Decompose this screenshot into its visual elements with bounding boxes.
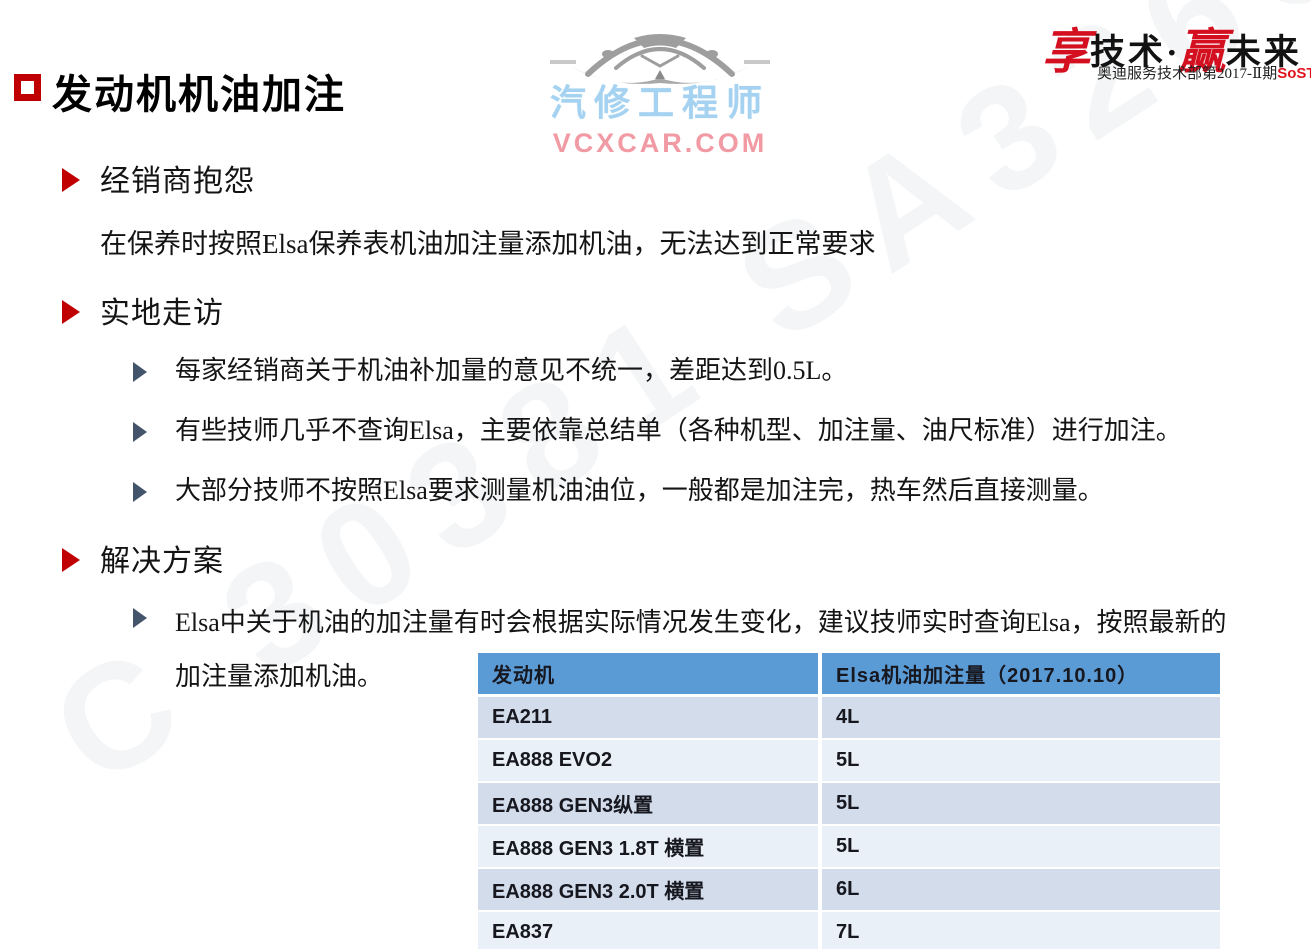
table-header-engine: 发动机 (478, 653, 818, 694)
table-header-row: 发动机 Elsa机油加注量（2017.10.10） (478, 653, 1220, 694)
table-cell-engine: EA888 GEN3 1.8T 横置 (478, 826, 818, 867)
car-top-view-icon (550, 34, 770, 84)
logo-site-text: VCXCAR.COM (552, 128, 768, 158)
title-square-bullet-icon (14, 74, 41, 101)
slogan-char-red-2: 赢 (1177, 26, 1226, 79)
slogan-word-black-1: 技术 (1090, 33, 1167, 72)
sub-bullet-icon (133, 422, 147, 442)
sub-bullet-icon (133, 362, 147, 382)
logo-brand-text: 汽修工程师 (549, 82, 770, 123)
section-heading-field-visit: 实地走访 (100, 297, 224, 330)
table-row: EA888 GEN3 1.8T 横置 5L (478, 826, 1220, 867)
section-bullet-icon (62, 168, 80, 192)
page-title: 发动机机油加注 (52, 72, 346, 117)
slogan-dot: · (1166, 33, 1178, 72)
brand-slogan: 享技术·赢未来 (1042, 12, 1302, 82)
table-cell-engine: EA888 GEN3纵置 (478, 783, 818, 824)
table-cell-volume: 6L (822, 869, 1220, 910)
table-header-volume: Elsa机油加注量（2017.10.10） (822, 653, 1220, 694)
sub-bullet-icon (133, 482, 147, 502)
solution-bullet-line-2: 加注量添加机油。 (175, 662, 384, 691)
table-cell-engine: EA888 EVO2 (478, 740, 818, 781)
field-visit-bullet-1: 每家经销商关于机油补加量的意见不统一，差距达到0.5L。 (175, 356, 848, 385)
solution-bullet-line-1: Elsa中关于机油的加注量有时会根据实际情况发生变化，建议技师实时查询Elsa，… (175, 608, 1227, 637)
table-row: EA888 GEN3 2.0T 横置 6L (478, 869, 1220, 910)
table-row: EA888 EVO2 5L (478, 740, 1220, 781)
section-heading-solution: 解决方案 (100, 545, 224, 578)
dealer-complaint-paragraph: 在保养时按照Elsa保养表机油加注量添加机油，无法达到正常要求 (100, 229, 876, 259)
table-row: EA837 7L (478, 912, 1220, 949)
table-row: EA211 4L (478, 697, 1220, 738)
table-row: EA888 GEN3纵置 5L (478, 783, 1220, 824)
subtitle-highlight: SoST (1277, 65, 1311, 82)
table-cell-volume: 5L (822, 826, 1220, 867)
section-bullet-icon (62, 300, 80, 324)
section-heading-dealer-complaint: 经销商抱怨 (100, 165, 255, 198)
table-cell-volume: 4L (822, 697, 1220, 738)
table-cell-volume: 5L (822, 783, 1220, 824)
department-subtitle: 奥迪服务技术部第2017-Ⅱ期SoST培 (1097, 62, 1311, 83)
slogan-char-red-1: 享 (1042, 26, 1091, 79)
oil-volume-table: 发动机 Elsa机油加注量（2017.10.10） EA211 4L EA888… (478, 653, 1220, 949)
subtitle-prefix: 奥迪服务技术部第2017-Ⅱ期 (1097, 66, 1278, 82)
site-logo: 汽修工程师 VCXCAR.COM (545, 4, 775, 159)
solution-bullet: Elsa中关于机油的加注量有时会根据实际情况发生变化，建议技师实时查询Elsa，… (175, 596, 1227, 704)
table-cell-engine: EA888 GEN3 2.0T 横置 (478, 869, 818, 910)
table-cell-volume: 5L (822, 740, 1220, 781)
field-visit-bullet-2: 有些技师几乎不查询Elsa，主要依靠总结单（各种机型、加注量、油尺标准）进行加注… (175, 416, 1182, 445)
section-bullet-icon (62, 548, 80, 572)
slogan-word-black-2: 未来 (1225, 33, 1302, 72)
table-cell-engine: EA211 (478, 697, 818, 738)
table-cell-volume: 7L (822, 912, 1220, 949)
field-visit-bullet-3: 大部分技师不按照Elsa要求测量机油油位，一般都是加注完，热车然后直接测量。 (175, 476, 1104, 505)
table-cell-engine: EA837 (478, 912, 818, 949)
sub-bullet-icon (133, 608, 147, 628)
